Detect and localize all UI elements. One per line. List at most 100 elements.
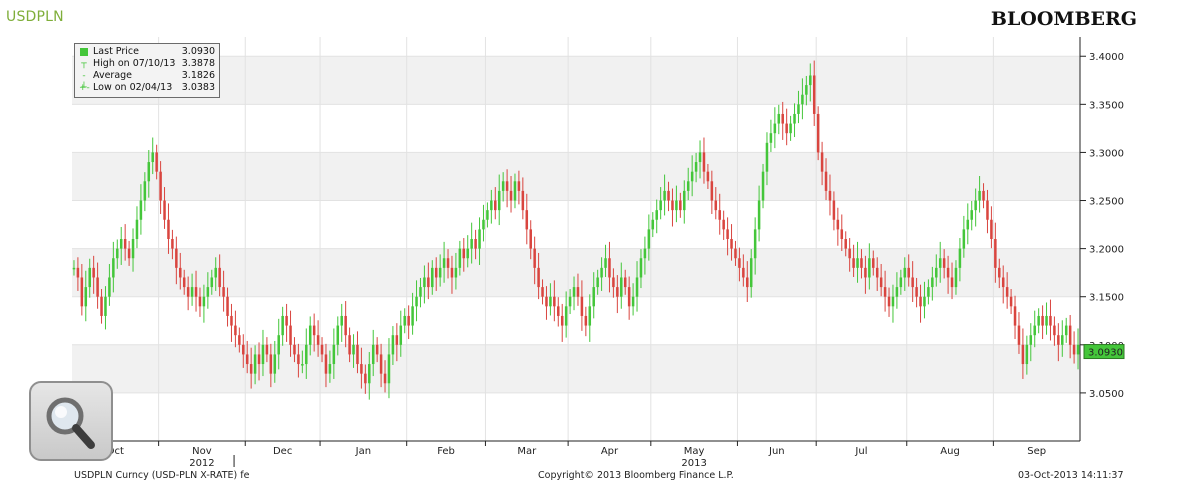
y-tick-label: 3.2500 — [1089, 197, 1124, 208]
candle-body — [801, 94, 804, 105]
candle-body — [494, 200, 497, 211]
candle-body — [383, 373, 387, 384]
candle-body — [529, 229, 532, 249]
candle-body — [159, 171, 162, 201]
candle-body — [387, 354, 391, 384]
candle-body — [151, 152, 154, 163]
candle-body — [139, 200, 143, 220]
candle-body — [1013, 306, 1017, 326]
candle-body — [749, 258, 753, 288]
candle-body — [994, 239, 997, 268]
candle-body — [938, 258, 942, 268]
candle-body — [470, 239, 473, 249]
candle-body — [1025, 344, 1029, 365]
candle-body — [667, 190, 670, 201]
legend-item-last-price: Last Price 3.0930 — [79, 46, 215, 58]
candle-body — [1021, 344, 1025, 365]
candle-body — [226, 296, 229, 316]
candle-body — [935, 267, 938, 278]
candle-body — [222, 287, 225, 297]
candle-body — [978, 190, 981, 201]
candle-body — [962, 229, 966, 249]
candle-body — [482, 219, 485, 230]
x-month-label: Apr — [601, 446, 619, 457]
candlestick-series — [72, 60, 1080, 400]
candle-body — [698, 152, 702, 163]
candle-body — [1057, 335, 1060, 345]
footer-timestamp: 03-Oct-2013 14:11:37 — [1018, 470, 1124, 481]
candle-body — [1061, 335, 1064, 345]
candle-body — [734, 248, 737, 259]
low-marker-icon: ┴ — [81, 83, 87, 93]
candle-body — [249, 364, 253, 374]
candle-body — [198, 296, 202, 307]
x-month-label: Feb — [437, 446, 455, 457]
candle-body — [214, 267, 217, 278]
zoom-button[interactable] — [29, 381, 113, 461]
chart-axes — [72, 37, 1086, 467]
candle-body — [403, 315, 406, 326]
candle-body — [466, 248, 469, 259]
ticker-label: USDPLN — [6, 9, 64, 25]
candle-body — [596, 277, 599, 288]
legend-item-average: -+- Average 3.1826 — [79, 70, 215, 93]
candle-body — [872, 258, 875, 268]
candle-body — [753, 229, 757, 259]
candle-body — [407, 315, 410, 326]
candle-body — [245, 354, 249, 365]
candle-body — [135, 219, 139, 239]
candle-body — [131, 239, 135, 259]
candle-body — [852, 258, 855, 268]
candle-body — [190, 287, 194, 297]
candle-body — [509, 190, 513, 201]
footer-security-label: USDPLN Curncy (USD-PLN X-RATE) fe — [74, 470, 250, 481]
candle-body — [592, 287, 595, 307]
candle-body — [990, 219, 993, 239]
legend-item-low: ┴ Low on 02/04/13 3.0383 — [79, 82, 215, 94]
candle-body — [631, 296, 635, 307]
candle-body — [887, 296, 891, 307]
candle-body — [234, 325, 237, 336]
candle-body — [659, 200, 662, 211]
candle-body — [202, 296, 206, 307]
candle-body — [505, 181, 509, 191]
candle-body — [702, 152, 706, 172]
candle-body — [879, 277, 883, 288]
candle-body — [765, 142, 769, 172]
candle-body — [730, 239, 733, 249]
candle-body — [72, 267, 76, 270]
candle-body — [88, 267, 91, 288]
candle-body — [194, 287, 198, 297]
y-tick-label: 3.2000 — [1089, 245, 1124, 256]
candle-body — [620, 277, 623, 297]
candle-body — [856, 258, 859, 268]
candle-body — [123, 239, 127, 249]
legend-label: Low on 02/04/13 — [93, 82, 173, 93]
last-price-value: 3.0930 — [1088, 348, 1123, 359]
candle-body — [230, 315, 233, 326]
candle-body — [328, 364, 332, 374]
candle-body — [998, 267, 1001, 278]
candle-body — [1076, 344, 1080, 355]
candle-body — [517, 181, 521, 191]
candle-body — [679, 200, 682, 211]
brand-logo: BLOOMBERG — [990, 8, 1137, 30]
candle-body — [1064, 325, 1068, 336]
candle-body — [883, 287, 887, 297]
legend-label: Average — [93, 70, 133, 81]
candle-body — [982, 190, 985, 201]
candle-body — [1053, 325, 1056, 336]
candle-body — [395, 335, 399, 345]
candle-body — [356, 344, 359, 365]
candle-body — [462, 248, 466, 259]
candle-body — [643, 248, 647, 259]
candle-body — [442, 258, 446, 268]
candle-body — [616, 287, 619, 297]
candle-body — [757, 200, 761, 230]
x-month-label: Jan — [355, 446, 371, 457]
candle-body — [419, 287, 422, 297]
x-month-label: May — [684, 446, 705, 457]
candle-body — [368, 364, 371, 384]
candle-body — [312, 325, 316, 336]
